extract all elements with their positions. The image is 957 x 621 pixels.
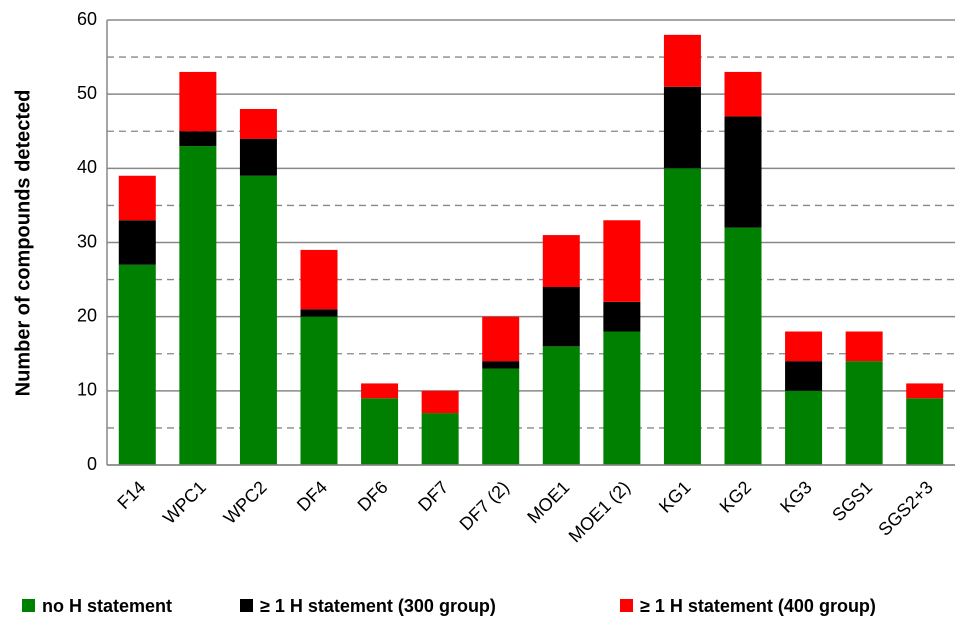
y-tick-label: 10 — [77, 380, 97, 400]
bar-segment — [603, 220, 641, 302]
bar-segment — [482, 368, 520, 465]
legend-swatch — [620, 599, 633, 612]
bar-segment — [482, 316, 520, 362]
bar-segment — [421, 413, 459, 465]
x-tick-label: WPC1 — [159, 477, 210, 528]
x-tick-label: DF7 — [414, 477, 452, 515]
x-tick-label: SGS1 — [828, 477, 876, 525]
bar-segment — [542, 287, 580, 347]
y-tick-label: 60 — [77, 9, 97, 29]
x-tick-label: DF4 — [293, 477, 331, 515]
bar-segment — [906, 398, 944, 465]
bar-segment — [118, 175, 156, 221]
bar-segment — [179, 71, 217, 132]
bar-segment — [663, 86, 701, 169]
bar-segment — [239, 175, 277, 465]
legend-swatch — [22, 599, 35, 612]
x-tick-label: F14 — [113, 477, 149, 513]
x-tick-label: KG3 — [776, 477, 816, 517]
bar-segment — [542, 235, 580, 287]
bar-segment — [603, 301, 641, 332]
bar-segment — [785, 361, 823, 391]
y-tick-label: 0 — [87, 454, 97, 474]
bar-segment — [724, 71, 762, 117]
bar-segment — [785, 390, 823, 465]
bar-segment — [724, 227, 762, 465]
x-tick-label: DF7 (2) — [456, 477, 513, 534]
bar-segment — [179, 146, 217, 466]
bar-segment — [300, 316, 338, 465]
legend-label: no H statement — [42, 596, 172, 616]
bar-segment — [845, 331, 883, 362]
bar-segment — [482, 361, 520, 369]
y-axis-title: Number of compounds detected — [12, 90, 34, 397]
bar-segment — [542, 346, 580, 465]
legend-label: ≥ 1 H statement (300 group) — [260, 596, 496, 616]
bar-segment — [724, 116, 762, 228]
x-tick-label: MOE1 — [523, 477, 573, 527]
x-tick-label: KG1 — [655, 477, 695, 517]
x-tick-label: SGS2+3 — [874, 477, 937, 540]
bar-segment — [845, 361, 883, 465]
bar-segment — [300, 309, 338, 317]
bar-segment — [906, 383, 944, 399]
legend-swatch — [240, 599, 253, 612]
bar-segment — [421, 390, 459, 414]
x-tick-label: WPC2 — [220, 477, 271, 528]
legend-label: ≥ 1 H statement (400 group) — [640, 596, 876, 616]
y-tick-label: 20 — [77, 305, 97, 325]
y-tick-label: 40 — [77, 157, 97, 177]
bar-segment — [300, 249, 338, 310]
bar-segment — [179, 131, 217, 147]
bar-segment — [663, 34, 701, 87]
bar-segment — [239, 109, 277, 139]
bar-segment — [361, 383, 399, 399]
x-tick-label: DF6 — [354, 477, 392, 515]
bar-segment — [785, 331, 823, 362]
y-tick-label: 50 — [77, 83, 97, 103]
bar-segment — [239, 138, 277, 176]
x-tick-label: MOE1 (2) — [565, 477, 634, 546]
y-tick-label: 30 — [77, 231, 97, 251]
bar-segment — [603, 331, 641, 465]
bar-segment — [118, 220, 156, 265]
x-tick-label: KG2 — [716, 477, 756, 517]
bar-segment — [663, 168, 701, 466]
bar-segment — [118, 264, 156, 465]
bar-segment — [361, 398, 399, 465]
